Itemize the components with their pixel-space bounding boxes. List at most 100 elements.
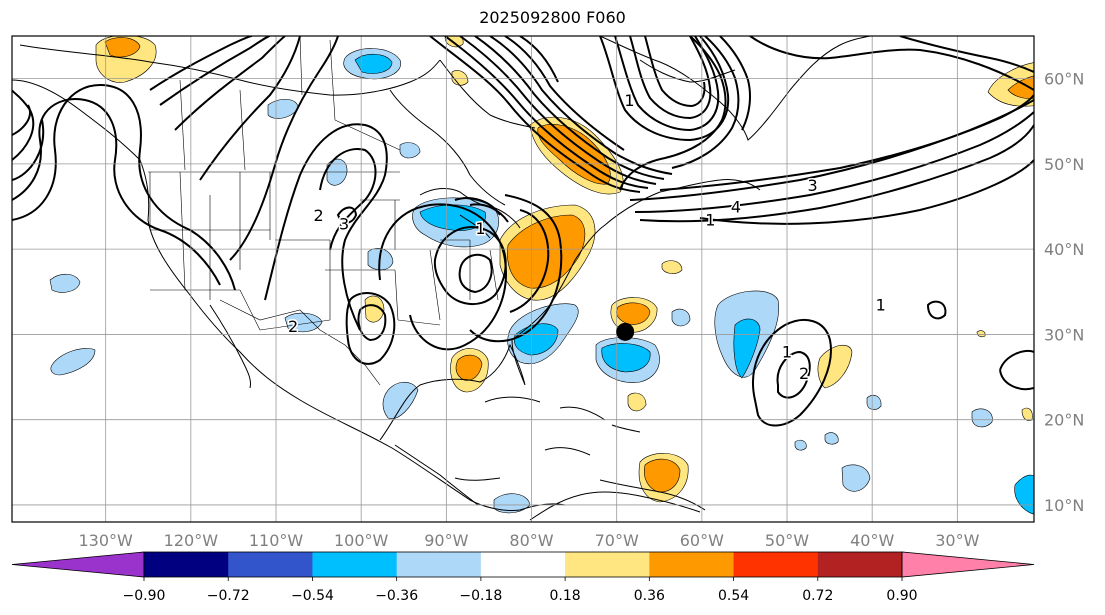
latitude-labels: 60°N 50°N 40°N 30°N 20°N 10°N: [1044, 70, 1084, 515]
shade-region: [661, 260, 683, 274]
colorbar-segment: [817, 552, 903, 577]
longitude-label: 120°W: [164, 531, 219, 550]
latitude-label: 20°N: [1044, 411, 1084, 430]
contour-label: 1: [624, 91, 634, 110]
colorbar-segment: [312, 552, 398, 577]
colorbar-tick-label: 0.18: [550, 588, 581, 604]
shade-region: [794, 439, 807, 451]
contour-line: [264, 123, 388, 331]
contour-line: [519, 36, 559, 83]
contour-line: [999, 350, 1034, 390]
shade-region: [1021, 407, 1033, 421]
colorbar-tick-label: 0.54: [718, 588, 749, 604]
contour-line: [504, 36, 625, 151]
contour-line: [345, 292, 396, 365]
shade-region: [399, 142, 421, 159]
longitude-label: 50°W: [765, 531, 809, 550]
contour-line: [659, 94, 1034, 191]
contour-line: [12, 104, 45, 181]
contour-label: 2: [799, 364, 809, 383]
contour-line: [433, 226, 507, 306]
shade-region: [671, 308, 691, 327]
contour-label: 1: [782, 342, 792, 361]
longitude-label: 30°W: [935, 531, 979, 550]
colorbar-tick-label: −0.18: [459, 588, 502, 604]
contour-label: 1: [475, 219, 485, 238]
shade-region: [824, 432, 839, 445]
colorbar-segment: [649, 552, 735, 577]
contour-line: [12, 89, 35, 161]
contour-label: 1: [876, 296, 886, 315]
coastline-caribbean: [484, 396, 706, 511]
shade-region: [284, 312, 323, 333]
shade-region: [49, 273, 81, 293]
contour-line: [336, 206, 358, 224]
latitude-label: 30°N: [1044, 325, 1084, 344]
longitude-label: 70°W: [595, 531, 639, 550]
contour-line: [429, 36, 641, 193]
colorbar-segment: [228, 552, 313, 577]
contour-line: [899, 36, 1034, 73]
shade-region: [616, 302, 651, 325]
latitude-label: 40°N: [1044, 240, 1084, 259]
colorbar-extend-high: [901, 551, 1035, 578]
contour-label: 1: [705, 210, 715, 229]
contour-line: [671, 36, 740, 169]
contour-line: [454, 197, 509, 223]
contour-line: [776, 350, 811, 399]
longitude-label: 90°W: [424, 531, 468, 550]
shade-region: [733, 318, 761, 379]
contour-line: [444, 36, 649, 189]
contour-label: 2: [314, 206, 324, 225]
contour-line: [644, 36, 706, 108]
shade-region: [1014, 474, 1034, 515]
contour-line: [749, 36, 1034, 91]
coastline-greenland: [599, 36, 871, 141]
contour-line: [599, 36, 730, 142]
colorbar-outline: [143, 551, 903, 578]
longitude-label: 110°W: [249, 531, 304, 550]
contour-line: [458, 253, 493, 294]
coastline-south-america: [529, 491, 701, 521]
shade-region: [643, 458, 681, 493]
map-title: 2025092800 F060: [479, 8, 626, 27]
contour-line: [699, 159, 1034, 225]
contour-line: [199, 36, 301, 181]
contour-label: 2: [288, 317, 298, 336]
longitude-label: 60°W: [680, 531, 724, 550]
map-frame: [11, 35, 1035, 523]
colorbar-segment: [733, 552, 819, 577]
shade-region: [354, 53, 393, 74]
contour-label: 4: [731, 198, 741, 217]
colorbar-tick-label: −0.90: [123, 588, 166, 604]
shade-region: [507, 214, 586, 289]
shade-region: [50, 348, 96, 376]
contour-line: [719, 36, 751, 131]
contour-line: [926, 300, 947, 320]
shade-region: [104, 37, 141, 58]
hudson-bay: [389, 89, 506, 206]
border-line: [179, 36, 401, 171]
longitude-label: 40°W: [850, 531, 894, 550]
contour-label: 3: [339, 215, 349, 234]
shade-region: [451, 70, 469, 86]
contour-line: [12, 98, 221, 286]
location-marker: [616, 322, 635, 341]
coastline-baja: [209, 304, 251, 389]
contour-line: [149, 36, 271, 106]
colorbar-segment: [144, 552, 229, 577]
colorbar-tick-label: 0.90: [886, 588, 917, 604]
contour-line: [459, 36, 657, 185]
contour-line: [12, 83, 236, 291]
border-line: [219, 299, 381, 386]
shade-region: [627, 392, 647, 412]
coastline-central-america: [394, 444, 501, 506]
contour-line: [174, 36, 286, 131]
colorbar: −0.90 −0.72 −0.54 −0.36 −0.18 0.18 0.36 0.54 0.7…: [11, 551, 1035, 604]
coastlines: [12, 36, 871, 521]
shade-region: [601, 343, 651, 373]
shade-region: [866, 394, 882, 410]
